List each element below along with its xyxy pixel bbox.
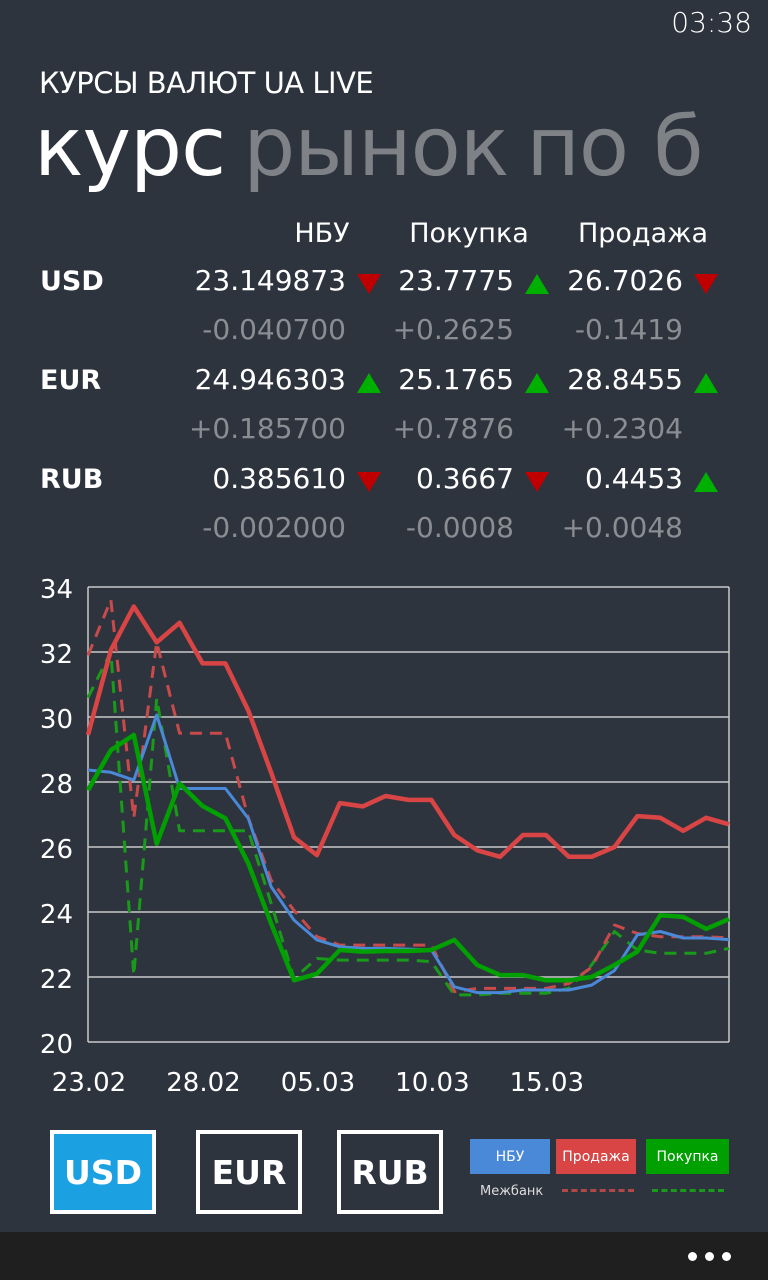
arrow-up-icon (525, 274, 549, 294)
arrow-down-icon (357, 274, 381, 294)
rates-chart: 20 22 24 26 28 30 32 34 23.02 28.02 05.03 10.03 15.0… (40, 575, 730, 1098)
y-tick-label: 26 (40, 835, 73, 865)
rate-change: -0.040700 (202, 313, 346, 346)
legend-interbank-sell-line (562, 1189, 634, 1192)
rate-change: +0.2625 (392, 313, 514, 346)
legend-nbu: НБУ (470, 1139, 550, 1174)
x-tick-label: 28.02 (166, 1068, 240, 1098)
rate-value: 26.7026 (567, 264, 683, 297)
series-line-3 (86, 598, 730, 994)
rate-value: 24.946303 (194, 363, 346, 396)
column-header: Продажа (577, 218, 709, 249)
rate-change: +0.0048 (561, 511, 683, 544)
legend-buy: Покупка (646, 1139, 729, 1174)
rate-change: -0.002000 (202, 511, 346, 544)
currency-label: USD (40, 266, 104, 297)
x-tick-label: 15.03 (510, 1068, 584, 1098)
rate-value: 23.149873 (194, 264, 346, 297)
x-tick-label: 05.03 (281, 1068, 355, 1098)
arrow-up-icon (525, 373, 549, 393)
legend-sell: Продажа (556, 1139, 636, 1174)
rate-value: 0.4453 (585, 462, 683, 495)
y-tick-label: 28 (40, 770, 73, 800)
y-tick-label: 34 (40, 575, 73, 605)
pivot-tab-rynok[interactable]: рынок (243, 100, 509, 195)
legend-interbank-label: Межбанк (480, 1184, 544, 1199)
app-bar (0, 1232, 768, 1280)
column-header: Покупка (409, 218, 529, 249)
column-header: НБУ (294, 218, 350, 249)
rate-change: +0.185700 (188, 412, 346, 445)
app-title: КУРСЫ ВАЛЮТ UA LIVE (39, 66, 374, 100)
rate-value: 0.385610 (212, 462, 346, 495)
legend-interbank-buy-line (652, 1189, 724, 1192)
y-tick-label: 30 (40, 705, 73, 735)
rate-change: -0.1419 (574, 313, 683, 346)
rate-value: 23.7775 (398, 264, 514, 297)
series-line-1 (85, 604, 730, 860)
rate-value: 0.3667 (416, 462, 514, 495)
y-tick-label: 22 (40, 965, 73, 995)
arrow-down-icon (357, 472, 381, 492)
y-tick-label: 24 (40, 900, 73, 930)
pivot-header: курс рынок по б (34, 100, 704, 195)
currency-label: EUR (40, 365, 102, 396)
currency-label: RUB (40, 464, 104, 495)
arrow-up-icon (694, 472, 718, 492)
x-tick-label: 23.02 (52, 1068, 126, 1098)
y-tick-label: 20 (40, 1030, 73, 1060)
rate-change: -0.0008 (405, 511, 514, 544)
currency-button-eur[interactable]: EUR (196, 1130, 302, 1214)
x-tick-label: 10.03 (395, 1068, 469, 1098)
pivot-tab-next[interactable]: по б (526, 100, 703, 195)
y-tick-label: 32 (40, 640, 73, 670)
status-time: 03:38 (671, 6, 752, 39)
arrow-down-icon (694, 274, 718, 294)
rate-change: +0.7876 (392, 412, 514, 445)
pivot-tab-kurs[interactable]: курс (34, 100, 226, 195)
ellipsis-icon[interactable] (680, 1232, 740, 1280)
rate-change: +0.2304 (561, 412, 683, 445)
rate-value: 28.8455 (567, 363, 683, 396)
arrow-up-icon (357, 373, 381, 393)
rate-value: 25.1765 (398, 363, 514, 396)
currency-button-usd[interactable]: USD (50, 1130, 156, 1214)
currency-button-rub[interactable]: RUB (337, 1130, 443, 1214)
arrow-down-icon (525, 472, 549, 492)
arrow-up-icon (694, 373, 718, 393)
